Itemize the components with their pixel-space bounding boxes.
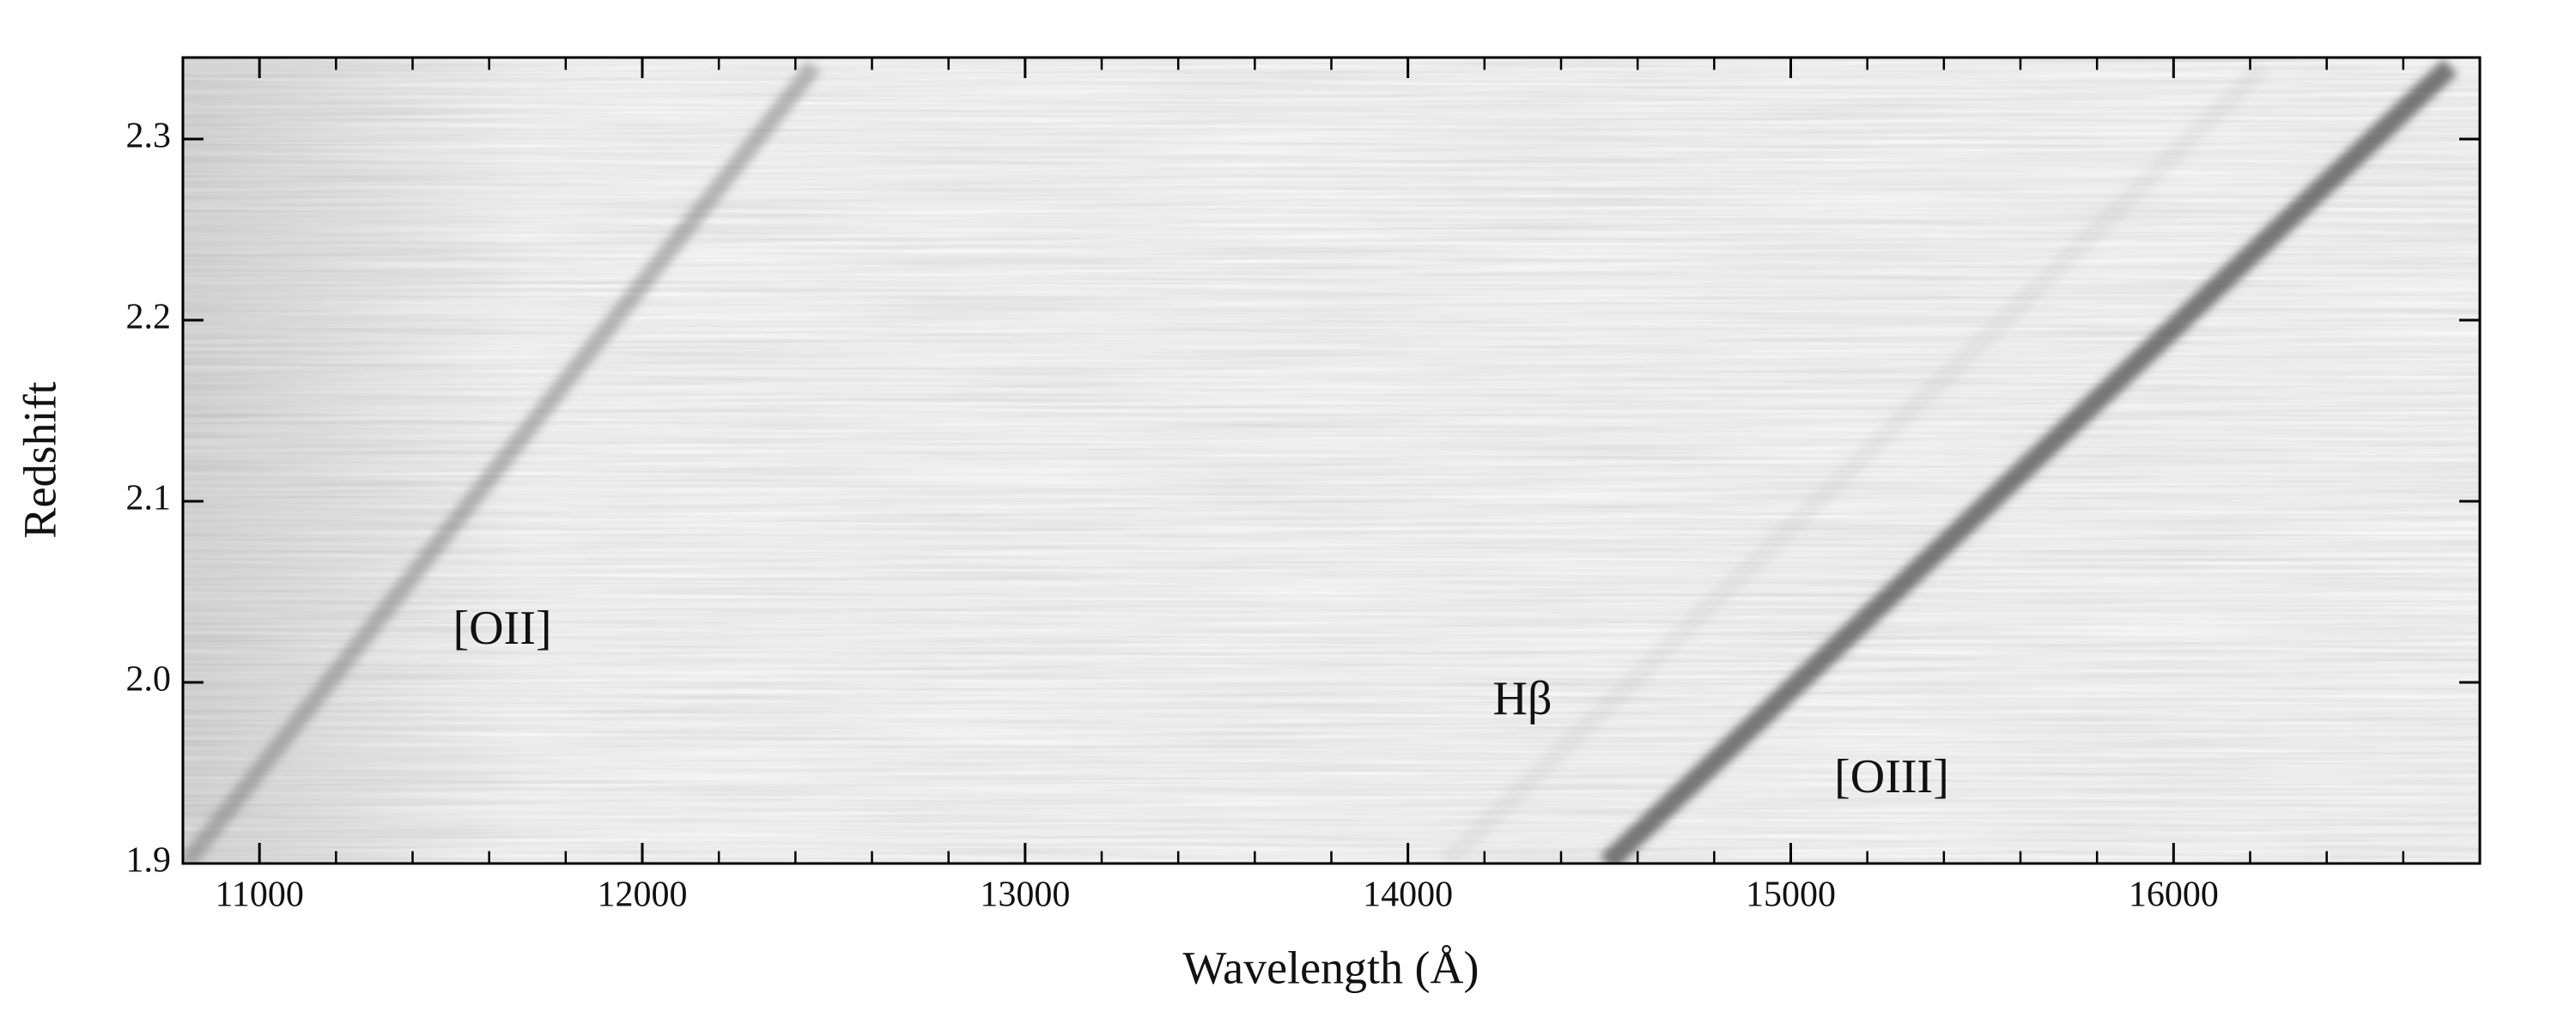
x-tick-label: 16000 xyxy=(2129,876,2219,915)
x-tick-label: 12000 xyxy=(598,876,688,915)
line-annotation: [OII] xyxy=(453,602,551,655)
line-annotation: [OIII] xyxy=(1834,750,1949,803)
y-tick-label: 2.3 xyxy=(126,117,172,156)
emission-track xyxy=(183,61,821,863)
y-tick-label: 2.2 xyxy=(126,298,172,337)
x-tick-label: 13000 xyxy=(980,876,1070,915)
x-axis-label: Wavelength (Å) xyxy=(1182,942,1479,993)
x-tick-label: 14000 xyxy=(1363,876,1453,915)
emission-track xyxy=(1600,58,2458,863)
y-axis-label: Redshift xyxy=(14,382,65,539)
emission-track xyxy=(1438,59,2271,863)
y-tick-label: 2.1 xyxy=(126,479,172,518)
y-tick-label: 2.0 xyxy=(126,660,172,700)
line-annotation: Hβ xyxy=(1493,672,1552,725)
x-tick-label: 11000 xyxy=(215,876,303,915)
y-tick-label: 1.9 xyxy=(126,841,172,881)
plot-area xyxy=(183,58,2480,863)
x-tick-label: 15000 xyxy=(1746,876,1836,915)
image-shade xyxy=(183,58,2480,863)
